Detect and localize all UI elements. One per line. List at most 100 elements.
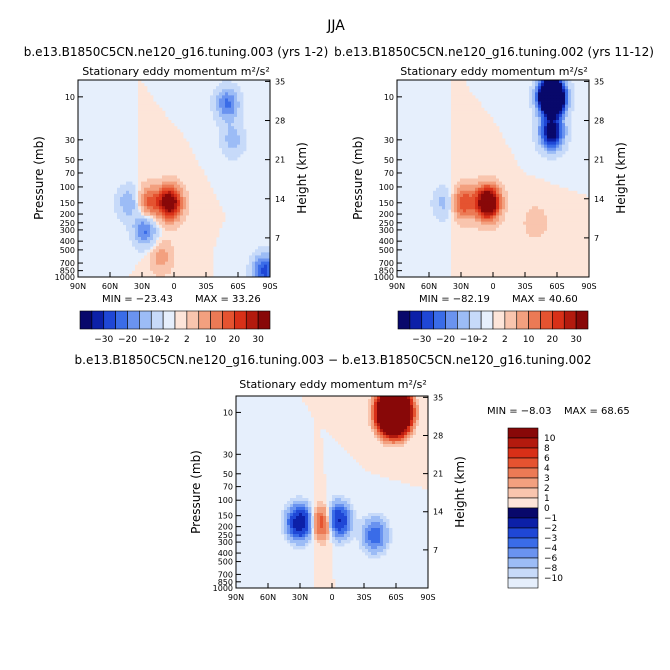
field-cell (228, 83, 232, 87)
field-cell (490, 243, 494, 247)
field-cell (565, 107, 569, 112)
field-cell (472, 218, 476, 222)
field-cell (195, 178, 199, 182)
field-cell (174, 249, 178, 253)
field-cell (529, 104, 533, 109)
field-cell (460, 80, 464, 84)
field-cell (505, 193, 509, 198)
field-cell (505, 221, 509, 226)
field-cell (153, 113, 157, 118)
field-cell (147, 141, 151, 146)
field-cell (568, 123, 572, 127)
field-cell (401, 441, 405, 445)
field-cell (314, 432, 318, 436)
field-cell (451, 132, 455, 136)
field-cell (484, 200, 488, 204)
field-cell (141, 264, 145, 269)
field-cell (398, 441, 402, 445)
field-cell (156, 227, 160, 232)
field-cell (153, 267, 157, 272)
field-cell (472, 141, 476, 146)
field-cell (559, 144, 563, 149)
field-cell (386, 399, 390, 403)
field-cell (126, 190, 130, 195)
field-cell (505, 178, 509, 182)
field-cell (523, 252, 527, 256)
y2-tick-label: 21 (275, 156, 285, 165)
field-cell (463, 203, 467, 207)
field-cell (511, 255, 515, 259)
field-cell (350, 450, 354, 454)
field-cell (216, 203, 220, 207)
field-cell (550, 80, 554, 84)
field-cell (502, 147, 506, 152)
field-cell (478, 196, 482, 201)
y-tick-label: 50 (65, 156, 75, 165)
field-cell (359, 429, 363, 433)
field-cell (481, 249, 485, 253)
field-cell (320, 456, 324, 460)
field-cell (565, 267, 569, 272)
field-cell (568, 110, 572, 115)
field-cell (389, 462, 393, 466)
field-cell (153, 135, 157, 139)
field-cell (335, 408, 339, 412)
field-cell (138, 172, 142, 176)
field-cell (323, 411, 327, 415)
field-cell (466, 178, 470, 182)
field-cell (487, 255, 491, 259)
field-cell (314, 411, 318, 415)
field-cell (335, 426, 339, 430)
field-cell (383, 465, 387, 469)
field-cell (404, 450, 408, 454)
field-cell (326, 420, 330, 424)
field-cell (523, 221, 527, 226)
field-cell (204, 203, 208, 207)
field-cell (180, 141, 184, 146)
field-cell (550, 138, 554, 142)
field-cell (141, 243, 145, 247)
field-cell (538, 196, 542, 201)
field-cell (454, 218, 458, 222)
field-cell (550, 209, 554, 213)
field-cell (416, 447, 420, 451)
field-cell (389, 411, 393, 415)
field-cell (231, 153, 235, 158)
field-cell (371, 435, 375, 439)
field-cell (520, 255, 524, 259)
field-cell (565, 273, 569, 277)
field-cell (422, 414, 426, 418)
field-cell (454, 80, 458, 84)
field-cell (514, 218, 518, 222)
field-cell (565, 113, 569, 118)
field-cell (475, 169, 479, 173)
field-cell (362, 465, 366, 469)
field-cell (165, 193, 169, 198)
field-cell (466, 193, 470, 198)
field-cell (135, 212, 139, 216)
field-cell (413, 450, 417, 454)
field-cell (213, 212, 217, 216)
field-cell (481, 132, 485, 136)
field-cell (216, 110, 220, 115)
field-cell (481, 227, 485, 232)
field-cell (338, 426, 342, 430)
field-cell (201, 187, 205, 192)
field-cell (213, 215, 217, 219)
field-cell (371, 444, 375, 448)
field-cell (508, 243, 512, 247)
field-cell (463, 135, 467, 139)
field-cell (559, 190, 563, 195)
field-cell (395, 441, 399, 445)
field-cell (359, 399, 363, 403)
field-cell (165, 144, 169, 149)
field-cell (395, 432, 399, 436)
field-cell (466, 255, 470, 259)
field-cell (460, 212, 464, 216)
field-cell (484, 178, 488, 182)
field-cell (520, 187, 524, 192)
field-cell (475, 227, 479, 232)
field-cell (383, 471, 387, 475)
field-cell (451, 92, 455, 96)
field-cell (419, 438, 423, 442)
